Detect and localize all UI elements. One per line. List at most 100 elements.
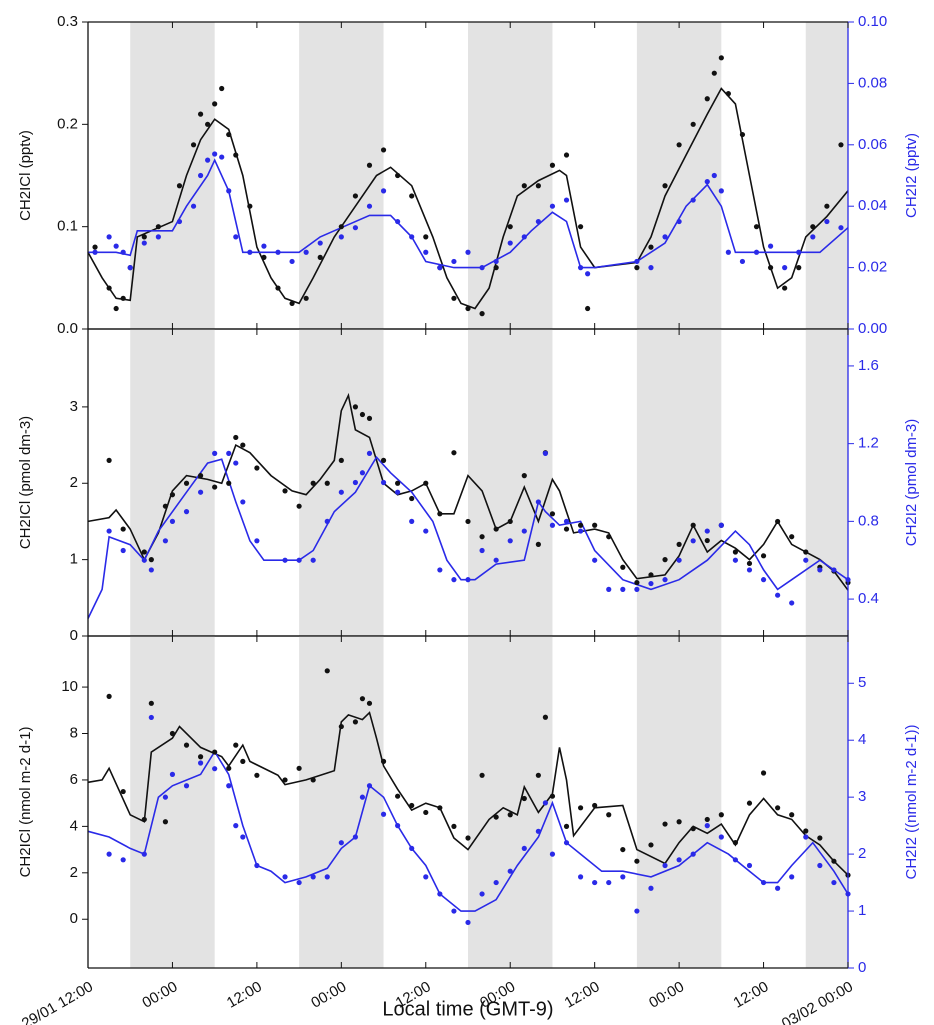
data-point <box>585 305 591 312</box>
data-point <box>423 480 429 486</box>
data-point <box>549 162 556 168</box>
data-point <box>725 249 731 255</box>
data-point <box>352 834 359 840</box>
data-point <box>254 538 260 544</box>
data-point <box>690 522 696 528</box>
data-point <box>409 518 415 524</box>
data-point <box>183 783 190 789</box>
y-tick-label: 0 <box>70 910 78 927</box>
data-point <box>205 121 211 127</box>
data-point <box>690 197 696 203</box>
data-point <box>789 874 795 880</box>
data-point <box>824 218 830 225</box>
data-point <box>141 240 147 246</box>
y-axis-title: CH2ICl (pmol dm-3) <box>17 416 34 549</box>
night-shading <box>130 329 215 636</box>
data-point <box>338 723 344 730</box>
data-point <box>310 557 316 563</box>
x-tick-label: 12:00 <box>731 978 772 1011</box>
data-point <box>493 879 499 886</box>
data-point <box>634 908 640 914</box>
data-point <box>810 234 816 240</box>
data-point <box>451 450 457 456</box>
data-point <box>662 183 668 189</box>
data-point <box>465 577 471 583</box>
data-point <box>226 188 232 194</box>
data-point <box>226 783 232 789</box>
data-point <box>662 557 668 563</box>
data-point <box>592 522 598 528</box>
data-point <box>352 479 359 486</box>
data-point <box>831 567 837 573</box>
data-point <box>226 450 232 456</box>
data-point <box>704 816 710 823</box>
data-point <box>465 249 471 255</box>
data-point <box>789 812 795 818</box>
data-point <box>711 172 717 179</box>
data-point <box>282 777 288 783</box>
y2-tick-label: 0.06 <box>858 136 887 153</box>
night-shading <box>805 329 848 636</box>
data-point <box>521 234 527 240</box>
y-tick-label: 2 <box>70 474 78 491</box>
data-point <box>338 489 344 495</box>
data-point <box>704 528 710 534</box>
data-point <box>120 547 126 554</box>
data-point <box>676 541 682 547</box>
data-point <box>521 528 527 534</box>
data-point <box>155 224 161 230</box>
data-point <box>275 285 281 291</box>
data-point <box>592 879 598 886</box>
y2-tick-label: 0.08 <box>858 74 887 91</box>
data-point <box>718 55 724 61</box>
y-tick-label: 3 <box>70 398 78 415</box>
data-point <box>409 193 415 199</box>
y-tick-label: 2 <box>70 864 78 881</box>
data-point <box>620 874 626 880</box>
data-point <box>676 819 682 825</box>
data-point <box>577 528 584 534</box>
y2-tick-label: 4 <box>858 731 866 748</box>
data-point <box>838 142 844 148</box>
data-point <box>254 465 260 471</box>
data-point <box>212 484 218 490</box>
data-point <box>106 234 112 240</box>
data-point <box>409 845 415 852</box>
night-shading <box>636 22 722 329</box>
data-point <box>620 846 626 853</box>
data-point <box>676 142 682 148</box>
data-point <box>162 538 169 544</box>
y2-tick-label: 0.04 <box>858 197 887 214</box>
data-point <box>718 522 724 528</box>
data-point <box>282 557 288 563</box>
data-point <box>676 857 682 863</box>
data-point <box>317 240 323 246</box>
data-point <box>493 557 499 563</box>
data-point <box>162 794 169 800</box>
data-point <box>141 549 147 555</box>
y-tick-label: 0.3 <box>57 13 78 30</box>
y2-tick-label: 1.2 <box>858 435 879 452</box>
y-tick-label: 0 <box>70 627 78 644</box>
data-point <box>577 805 584 811</box>
data-point <box>247 249 253 255</box>
night-shading <box>299 636 384 968</box>
data-point <box>120 249 126 255</box>
data-point <box>662 234 668 240</box>
data-point <box>760 553 767 559</box>
data-point <box>479 772 485 778</box>
data-point <box>106 693 112 699</box>
y-tick-label: 0.1 <box>57 218 78 235</box>
data-point <box>366 450 373 456</box>
data-point <box>176 218 183 225</box>
data-point <box>380 811 387 817</box>
data-point <box>592 802 598 809</box>
data-point <box>310 480 316 486</box>
y2-tick-label: 0.02 <box>858 259 887 276</box>
data-point <box>592 557 598 563</box>
data-point <box>690 121 696 127</box>
data-point <box>437 265 443 271</box>
data-point <box>233 152 239 158</box>
data-point <box>606 879 612 886</box>
data-point <box>296 765 302 771</box>
